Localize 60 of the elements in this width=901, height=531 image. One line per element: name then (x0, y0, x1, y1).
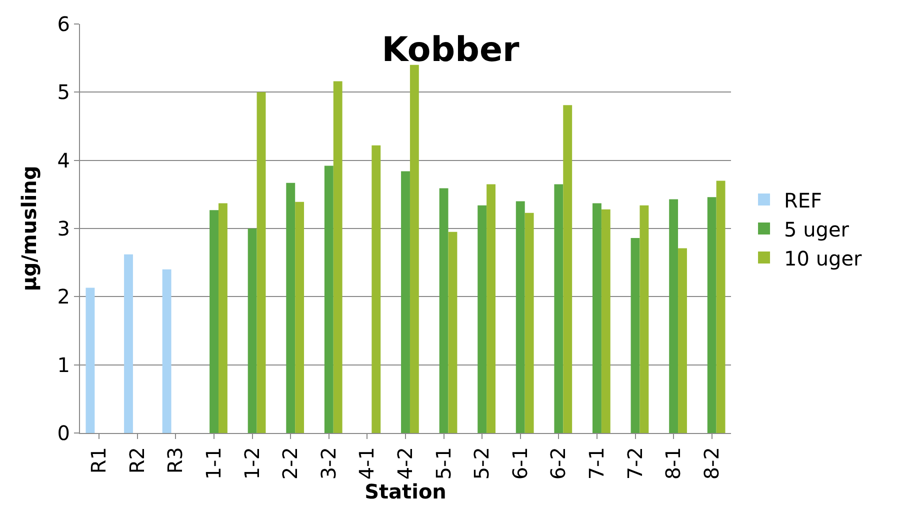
bar (295, 202, 304, 433)
x-tick-label: 1-2 (240, 447, 264, 480)
legend-label: REF (784, 188, 822, 212)
bar (124, 254, 133, 433)
y-tick-label: 3 (57, 216, 70, 240)
x-tick-label: 4-1 (354, 447, 379, 480)
bar (372, 145, 381, 433)
x-tick-label: 3-2 (316, 447, 340, 480)
bar (448, 232, 458, 433)
bar (516, 201, 525, 433)
bar (401, 171, 410, 433)
x-tick-label: 7-2 (622, 447, 647, 480)
bar (524, 212, 534, 433)
legend-label: 10 uger (784, 246, 862, 270)
y-axis-title: µg/musling (16, 166, 41, 292)
bar (210, 210, 218, 433)
x-tick-label: 4-2 (393, 447, 417, 480)
bar (410, 64, 419, 433)
bar (286, 182, 296, 433)
x-tick-label: R2 (124, 447, 149, 474)
bar (707, 197, 716, 433)
bar (162, 269, 172, 433)
bar (563, 105, 572, 433)
y-tick-label: 6 (57, 12, 70, 36)
x-tick-label: 2-2 (278, 447, 302, 480)
bar (601, 209, 610, 433)
bar (592, 203, 602, 433)
bar (439, 188, 448, 433)
bar (333, 81, 342, 433)
chart-title: Kobber (382, 30, 520, 70)
x-axis-title: Station (364, 480, 446, 504)
x-tick-label: 5-1 (431, 447, 456, 480)
bar (256, 92, 266, 433)
y-tick-label: 1 (57, 352, 70, 377)
legend-label: 5 uger (784, 217, 850, 242)
bar (486, 184, 496, 433)
x-tick-label: R3 (163, 447, 188, 474)
y-tick-label: 5 (57, 80, 70, 104)
bar (630, 238, 640, 433)
y-tick-label: 2 (57, 284, 70, 309)
bar (478, 205, 487, 433)
bar (324, 166, 334, 433)
bar (678, 248, 687, 433)
x-tick-label: 5-2 (470, 447, 494, 480)
bar (86, 288, 95, 433)
x-tick-label: 7-1 (584, 447, 608, 480)
x-tick-label: 6-2 (546, 447, 570, 480)
bar (669, 199, 678, 433)
y-tick-label: 4 (57, 148, 70, 172)
bar (248, 228, 257, 433)
x-tick-label: 8-1 (661, 447, 686, 480)
x-tick-label: 6-1 (508, 447, 532, 480)
x-tick-label: 1-1 (202, 447, 226, 480)
x-tick-label: R1 (86, 447, 111, 474)
x-tick-label: 8-2 (699, 447, 724, 480)
bar (716, 180, 726, 433)
bar (554, 184, 564, 433)
y-tick-label: 0 (57, 421, 70, 445)
bar (218, 203, 228, 433)
bar (640, 205, 649, 433)
